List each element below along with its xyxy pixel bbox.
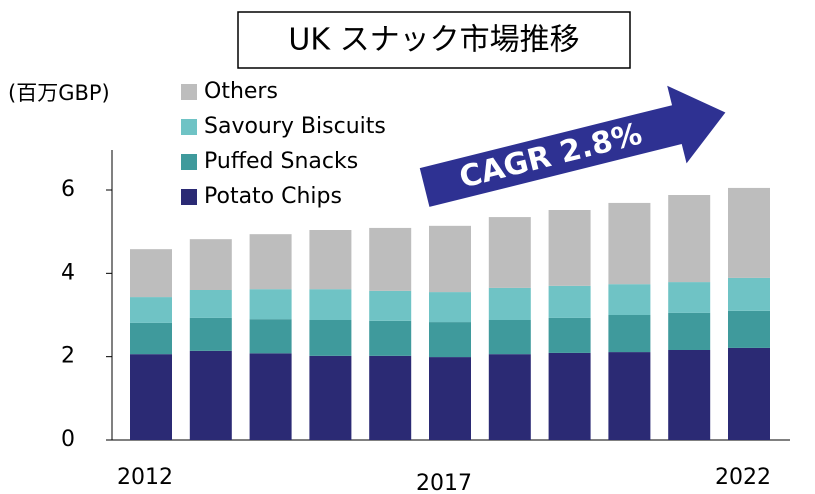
bar-segment	[728, 277, 770, 311]
bar-segment	[488, 287, 531, 320]
bar-segment	[608, 284, 651, 315]
bar-segment	[548, 317, 591, 353]
bar-segment	[309, 355, 352, 440]
bar-segment	[488, 320, 531, 355]
bar-segment	[429, 225, 471, 293]
annotation: CAGR 2.8%	[456, 116, 646, 195]
bar-segment	[548, 210, 591, 286]
bar-segment	[488, 354, 531, 440]
y-axis-label: (百万GBP)	[8, 81, 110, 105]
x-tick-label: 2012	[117, 465, 173, 490]
y-tick-label: 2	[61, 344, 75, 369]
bar-segment	[548, 352, 591, 440]
bar-segment	[369, 227, 412, 291]
bar-segment	[249, 319, 292, 354]
bar-segment	[668, 195, 711, 283]
title-box	[237, 11, 631, 69]
bar-segment	[189, 290, 232, 318]
bar-segment	[309, 230, 352, 290]
bar-segment	[309, 289, 352, 320]
bar-segment	[608, 202, 651, 285]
y-tick-label: 0	[61, 427, 75, 452]
bar-segment	[608, 352, 651, 440]
bar-segment	[429, 292, 471, 323]
y-tick-label: 6	[61, 177, 75, 202]
bar-segment	[429, 322, 471, 358]
bar-segment	[668, 312, 711, 350]
y-tick-label: 4	[61, 260, 75, 285]
legend-label: Others	[204, 79, 278, 104]
bar-segment	[668, 282, 711, 313]
bar-segment	[668, 350, 711, 440]
bar-segment	[369, 290, 412, 321]
bar-segment	[728, 310, 770, 348]
bar-segment	[608, 315, 651, 353]
bar-segment	[130, 297, 172, 323]
arrow-shape	[419, 85, 726, 207]
bar-segment	[369, 320, 412, 356]
bar-segment	[130, 322, 172, 355]
bar-segment	[728, 347, 770, 440]
bar-segment	[189, 317, 232, 351]
bar-segment	[249, 234, 292, 290]
bar-segment	[249, 289, 292, 320]
legend-swatch	[181, 119, 197, 135]
bar-segment	[369, 355, 412, 440]
bar-segment	[130, 354, 172, 440]
x-tick-label: 2017	[416, 471, 472, 494]
bar-segment	[429, 357, 471, 440]
legend-swatch	[181, 189, 197, 205]
legend-swatch	[181, 84, 197, 100]
legend-label: Potato Chips	[204, 184, 342, 209]
bar-segment	[130, 249, 172, 298]
bar-segment	[189, 350, 232, 440]
bar-segment	[249, 353, 292, 440]
x-tick-label: 2022	[715, 465, 771, 490]
legend-label: Savoury Biscuits	[204, 114, 386, 139]
bar-segment	[548, 285, 591, 318]
bar-segment	[488, 217, 531, 288]
bar-segment	[728, 187, 770, 278]
chart-title: UK スナック市場推移	[288, 23, 579, 58]
bar-segment	[309, 320, 352, 356]
legend-label: Puffed Snacks	[204, 149, 358, 174]
legend-swatch	[181, 154, 197, 170]
bar-segment	[189, 239, 232, 290]
